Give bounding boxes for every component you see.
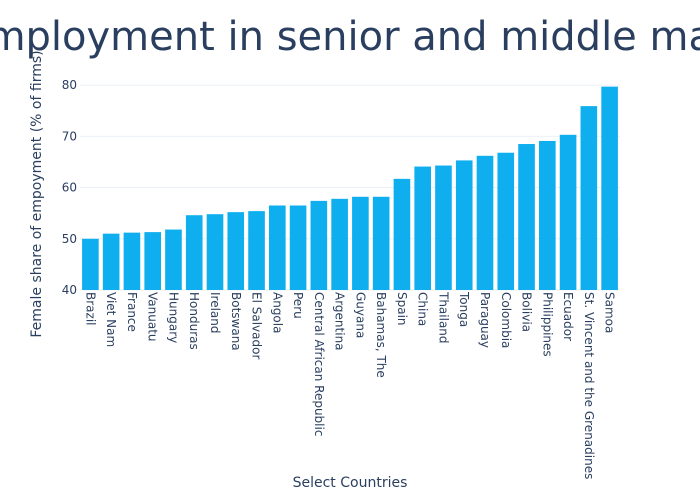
x-tick-label: Angola [270,292,284,333]
bar-bahamas-the[interactable] [372,196,390,290]
bar-el-salvador[interactable] [248,211,265,290]
x-tick-label: Ecuador [561,292,575,341]
x-tick-label: Guyana [353,292,367,338]
y-tick-label: 50 [62,232,77,246]
bar-vanuatu[interactable] [144,232,161,290]
bar-guyana[interactable] [352,196,369,290]
bar-viet-nam[interactable] [102,233,120,290]
x-tick-label: Brazil [83,292,97,326]
bar-thailand[interactable] [435,165,452,290]
y-tick-label: 40 [62,283,77,297]
bar-argentina[interactable] [331,198,348,290]
x-tick-label: Bolivia [520,292,534,332]
x-tick-label: Colombia [499,292,513,348]
bar-botswana[interactable] [227,212,245,290]
x-tick-label: Hungary [166,292,180,343]
x-tick-label: Vanuatu [146,292,160,342]
x-tick-label: Samoa [603,292,617,333]
x-tick-label: France [125,292,139,332]
y-axis-ticks: 40 50 60 70 80 [62,78,77,297]
bar-ireland[interactable] [206,214,224,290]
bar-philippines[interactable] [539,140,556,290]
bar-spain[interactable] [393,178,411,290]
x-tick-label: Botswana [229,292,243,351]
y-tick-label: 60 [62,181,77,195]
x-tick-label: Central African Republic [312,292,326,436]
bar-angola[interactable] [269,205,286,290]
chart-title: Share of employment in senior and middle… [0,14,700,60]
bar-peru[interactable] [289,205,307,290]
bar-tonga[interactable] [455,160,473,290]
x-tick-label: Ireland [208,292,222,334]
bar-central-african-republic[interactable] [310,200,328,290]
y-axis-title: Female share of empoyment (% of firms) [29,50,45,337]
y-tick-label: 70 [62,129,77,143]
x-tick-label: Viet Nam [104,292,118,347]
bar-france[interactable] [123,232,141,290]
x-tick-label: St. Vincent and the Grenadines [582,292,596,479]
y-tick-label: 80 [62,78,77,92]
x-tick-label: Peru [291,292,305,319]
bars [82,86,618,290]
x-tick-label: Tonga [457,291,471,327]
bar-china[interactable] [414,166,431,290]
x-tick-label: Spain [395,292,409,326]
x-tick-label: Paraguay [478,292,492,348]
x-tick-label: El Salvador [250,292,264,359]
bar-ecuador[interactable] [559,134,577,290]
bar-colombia[interactable] [497,152,515,290]
x-tick-label: Argentina [333,292,347,351]
x-tick-label: Thailand [436,291,450,344]
x-axis-ticks: Brazil Viet Nam France Vanuatu Hungary Hondur… [83,291,616,479]
x-axis-title: Select Countries [293,475,408,491]
bar-honduras[interactable] [185,215,203,290]
bar-st-vincent-and-the-grenadines[interactable] [580,106,598,290]
bar-paraguay[interactable] [476,155,494,290]
bar-hungary[interactable] [165,229,182,290]
x-tick-label: China [416,292,430,326]
bar-bolivia[interactable] [518,144,535,290]
x-tick-label: Honduras [187,292,201,350]
x-tick-label: Philippines [540,292,554,357]
bar-brazil[interactable] [82,238,99,290]
x-tick-label: Bahamas, The [374,292,388,378]
bar-samoa[interactable] [601,86,618,290]
